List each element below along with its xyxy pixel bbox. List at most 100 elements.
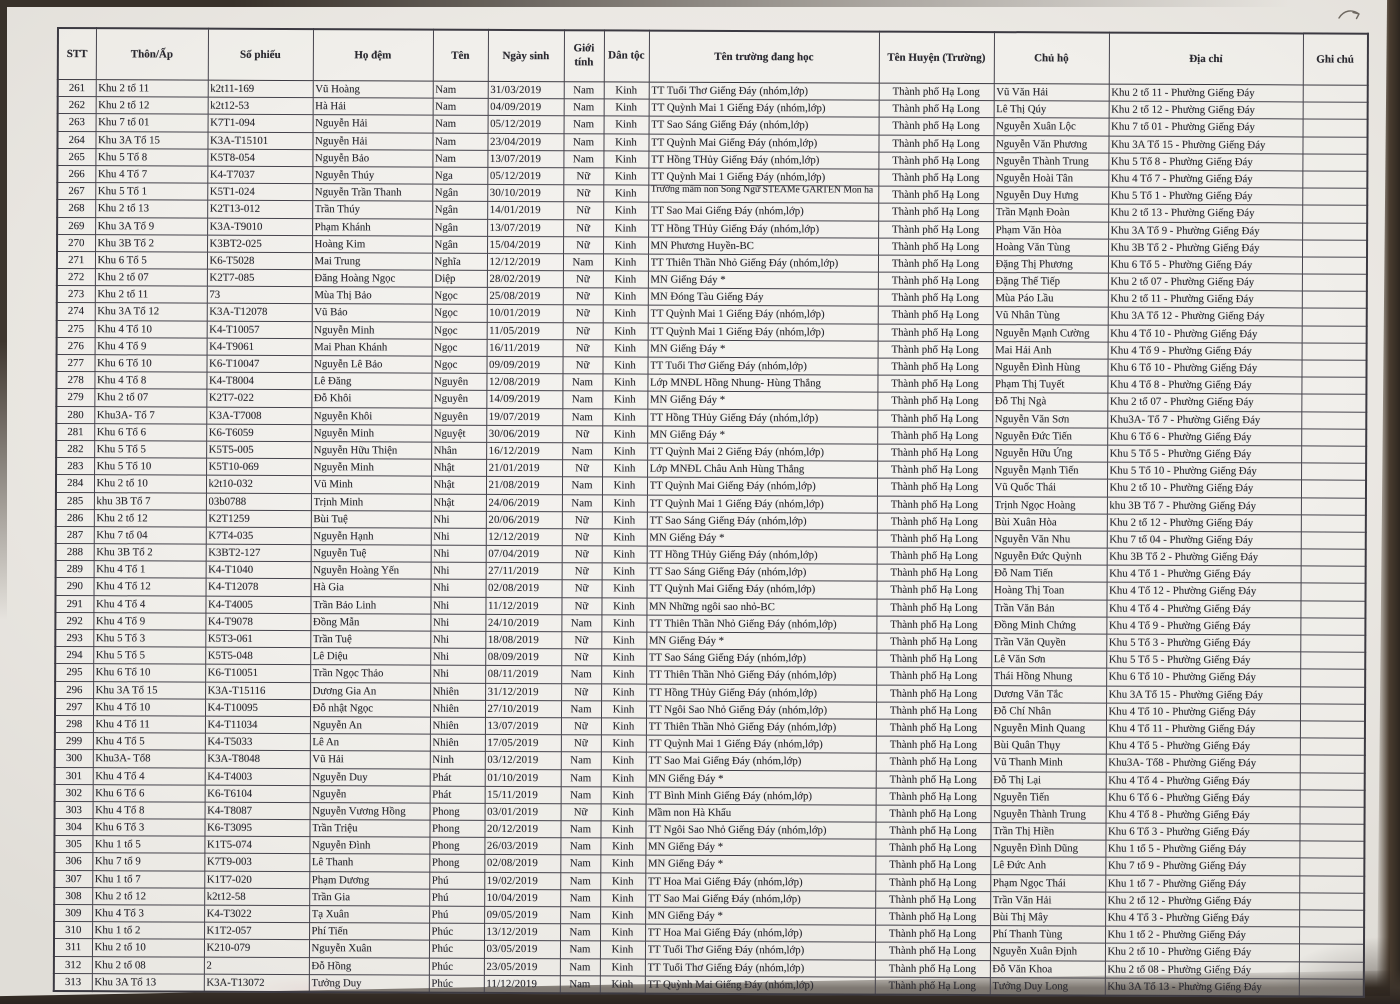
cell-ten: Ngọc bbox=[431, 321, 487, 340]
cell-truong: TT Sao Mai Giếng Đáy (nhóm,lớp) bbox=[645, 752, 876, 771]
cell-ngay-sinh: 09/05/2019 bbox=[484, 906, 561, 924]
cell-ngay-sinh: 23/05/2019 bbox=[483, 957, 560, 976]
cell-dan-toc: Kinh bbox=[603, 219, 649, 237]
cell-ngay-sinh: 11/12/2019 bbox=[485, 597, 562, 615]
cell-chu-ho: Nguyễn Minh Quang bbox=[990, 719, 1106, 738]
cell-truong: TT Tuổi Thơ Giếng Đáy (nhóm,lớp) bbox=[647, 357, 878, 376]
cell-ngay-sinh: 30/10/2019 bbox=[487, 184, 564, 203]
cell-dia-chi: Khu 1 tổ 5 - Phường Giếng Đáy bbox=[1105, 840, 1300, 859]
cell-thon-ap: Khu 5 Tổ 1 bbox=[95, 182, 208, 201]
cell-truong: MN Giếng Đáy * bbox=[645, 907, 876, 926]
cell-huyen: Thành phố Hạ Long bbox=[877, 358, 993, 376]
cell-dia-chi: Khu 6 Tổ 6 - Phường Giếng Đáy bbox=[1107, 427, 1302, 446]
cell-chu-ho: Vũ Văn Hải bbox=[993, 83, 1109, 102]
cell-dan-toc: Kinh bbox=[600, 906, 646, 925]
cell-ghi-chu bbox=[1302, 170, 1368, 189]
cell-dan-toc: Kinh bbox=[601, 528, 647, 547]
cell-stt: 264 bbox=[57, 131, 96, 149]
cell-truong: TT Quỳnh Mai 1 Giếng Đáy (nhóm,lớp) bbox=[646, 494, 877, 513]
cell-so-phieu: K4-T8004 bbox=[206, 372, 312, 390]
cell-stt: 283 bbox=[56, 457, 95, 475]
cell-stt: 297 bbox=[54, 698, 94, 716]
cell-chu-ho: Nguyễn Duy Hưng bbox=[993, 186, 1109, 205]
cell-ho-dem: Lê An bbox=[309, 733, 430, 752]
cell-thon-ap: Khu 7 tổ 9 bbox=[92, 853, 205, 871]
cell-dia-chi: Khu 1 tổ 2 - Phường Giếng Đáy bbox=[1105, 926, 1300, 945]
cell-stt: 274 bbox=[56, 302, 95, 321]
cell-ghi-chu bbox=[1300, 634, 1366, 653]
cell-truong: TT Hoa Mai Giếng Đáy (nhóm,lớp) bbox=[645, 924, 876, 943]
cell-dia-chi: Khu 5 Tổ 3 - Phường Giếng Đáy bbox=[1106, 634, 1301, 653]
cell-ghi-chu bbox=[1301, 256, 1368, 275]
cell-ten: Ngân bbox=[432, 218, 488, 237]
cell-ghi-chu bbox=[1298, 961, 1364, 979]
cell-dia-chi: Khu 2 tổ 10 - Phường Giếng Đáy bbox=[1106, 479, 1302, 498]
cell-huyen: Thành phố Hạ Long bbox=[877, 409, 993, 428]
cell-ten: Nhi bbox=[430, 613, 486, 632]
cell-chu-ho: Đỗ Thị Lại bbox=[990, 771, 1106, 789]
cell-ghi-chu bbox=[1300, 548, 1366, 567]
cell-ngay-sinh: 11/12/2019 bbox=[483, 975, 560, 994]
cell-thon-ap: Khu 2 tổ 10 bbox=[91, 939, 205, 957]
cell-dan-toc: Kinh bbox=[603, 99, 649, 117]
cell-huyen: Thành phố Hạ Long bbox=[875, 873, 991, 892]
cell-so-phieu: K6-T6104 bbox=[204, 784, 310, 803]
cell-chu-ho: Phạm Thị Tuyết bbox=[992, 375, 1108, 394]
cell-ten: Phúc bbox=[428, 974, 484, 993]
cell-chu-ho: Thái Hồng Nhung bbox=[991, 667, 1107, 686]
cell-ho-dem: Nguyễn bbox=[309, 785, 430, 804]
cell-dia-chi: Khu 5 Tổ 8 - Phường Giếng Đáy bbox=[1108, 152, 1303, 171]
cell-gioi-tinh: Nữ bbox=[561, 511, 602, 529]
cell-so-phieu: K6-T5028 bbox=[206, 252, 313, 270]
cell-stt: 271 bbox=[56, 251, 96, 269]
cell-chu-ho: Mai Hải Anh bbox=[992, 341, 1108, 360]
cell-ho-dem: Trần Ngọc Thảo bbox=[310, 664, 431, 683]
cell-stt: 270 bbox=[57, 234, 96, 252]
cell-dan-toc: Kinh bbox=[602, 288, 648, 306]
cell-so-phieu: k2t12-58 bbox=[204, 887, 310, 906]
cell-ngay-sinh: 21/08/2019 bbox=[485, 476, 563, 495]
cell-thon-ap: Khu 5 Tổ 5 bbox=[93, 646, 206, 665]
cell-thon-ap: Khu 4 Tổ 4 bbox=[93, 595, 206, 613]
cell-ngay-sinh: 27/11/2019 bbox=[485, 562, 562, 581]
cell-truong: TT Thiên Thần Nhỏ Giếng Đáy (nhóm,lớp) bbox=[646, 666, 877, 685]
cell-chu-ho: Tưởng Duy Long bbox=[989, 977, 1105, 996]
cell-truong: TT Hồng THủy Giếng Đáy (nhóm,lớp) bbox=[646, 546, 877, 565]
cell-huyen: Thành phố Hạ Long bbox=[877, 340, 993, 359]
column-header-truong: Tên trường đang học bbox=[648, 30, 879, 84]
cell-ngay-sinh: 03/05/2019 bbox=[483, 940, 561, 959]
cell-stt: 289 bbox=[55, 560, 94, 579]
cell-gioi-tinh: Nữ bbox=[563, 167, 604, 186]
cell-ho-dem: Nguyễn Lê Bảo bbox=[311, 355, 432, 374]
cell-dan-toc: Kinh bbox=[602, 322, 648, 340]
cell-dan-toc: Kinh bbox=[599, 941, 646, 959]
cell-dan-toc: Kinh bbox=[600, 752, 646, 770]
cell-gioi-tinh: Nữ bbox=[562, 425, 603, 443]
cell-stt: 304 bbox=[54, 818, 93, 836]
cell-ho-dem: Đỗ Hồng bbox=[308, 957, 429, 975]
cell-so-phieu: K2T13-012 bbox=[207, 200, 313, 219]
cell-dia-chi: Khu 7 tổ 9 - Phường Giếng Đáy bbox=[1105, 857, 1300, 876]
cell-dan-toc: Kinh bbox=[601, 631, 647, 650]
cell-ho-dem: Đỗ nhật Ngọc bbox=[309, 699, 431, 718]
cell-chu-ho: Đỗ Thị Ngà bbox=[992, 392, 1108, 411]
cell-ngay-sinh: 12/12/2019 bbox=[486, 253, 564, 271]
cell-gioi-tinh: Nam bbox=[560, 820, 601, 839]
cell-thon-ap: Khu 4 Tổ 10 bbox=[94, 320, 207, 338]
cell-so-phieu: K4-T10057 bbox=[206, 320, 312, 339]
cell-ho-dem: Vũ Hải bbox=[309, 750, 430, 769]
cell-ghi-chu bbox=[1300, 497, 1366, 515]
cell-truong: TT Tuổi Thơ Giếng Đáy (nhóm,lớp) bbox=[644, 958, 875, 977]
cell-stt: 281 bbox=[56, 423, 95, 441]
cell-gioi-tinh: Nữ bbox=[563, 202, 604, 220]
column-header-ten: Tên bbox=[432, 29, 488, 82]
cell-dan-toc: Kinh bbox=[603, 202, 649, 220]
cell-ten: Nam bbox=[432, 149, 488, 168]
cell-ten: Nguyên bbox=[431, 407, 487, 426]
cell-truong: MN Những ngôi sao nhỏ-BC bbox=[646, 597, 877, 616]
cell-ghi-chu bbox=[1301, 273, 1367, 292]
cell-truong: TT Tuổi Thơ Giếng Đáy (nhóm,lớp) bbox=[644, 941, 876, 960]
cell-chu-ho: Đặng Thế Tiếp bbox=[992, 272, 1108, 291]
cell-stt: 287 bbox=[55, 526, 94, 544]
cell-stt: 300 bbox=[54, 749, 93, 768]
